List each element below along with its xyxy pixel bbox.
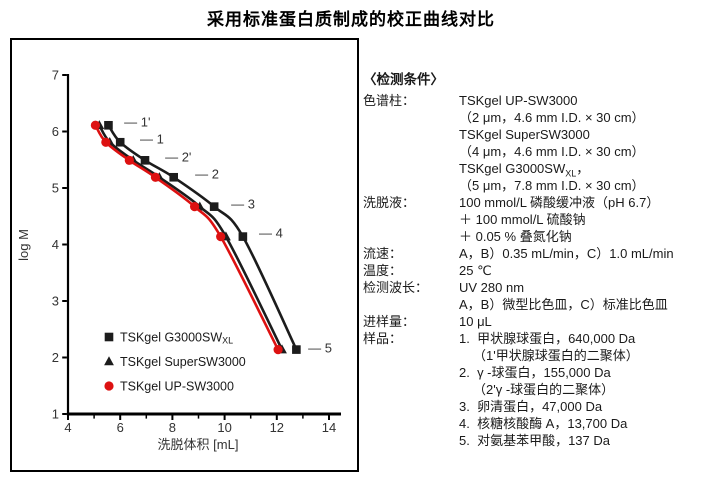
x-tick-label: 8 (169, 420, 176, 435)
condition-row: 洗脱液： 100 mmol/L 磷酸缓冲液（pH 6.7） ＋ 100 mmol/L… (363, 194, 700, 245)
condition-label: 进样量： (363, 314, 416, 329)
condition-label: 洗脱液： (363, 195, 416, 210)
condition-label: 检测波长： (363, 280, 429, 295)
condition-row: 色谱柱： TSKgel UP-SW3000 （2 μm，4.6 mm I.D. × … (363, 92, 700, 194)
x-tick-label: 4 (64, 420, 71, 435)
condition-label: 温度： (363, 263, 403, 278)
square-marker (104, 120, 113, 130)
y-tick-label: 6 (52, 124, 59, 139)
circle-marker (104, 381, 114, 391)
point-annotation: — 4 (259, 226, 283, 241)
point-annotations: — 1' — 1— 2' — 2 — 3 — 4 — 5 (124, 114, 332, 355)
series-square (104, 120, 301, 354)
square-marker (104, 332, 114, 342)
square-marker (292, 345, 301, 354)
condition-line: UV 280 nm (459, 280, 525, 295)
circle-marker (90, 120, 101, 130)
condition-row: 流速： A，B）0.35 mL/min，C）1.0 mL/min (363, 245, 700, 262)
chart-panel: 1 2 3 4 5 6 7 4 6 8 10 12 14 log M 洗脱体积 [mL] — 1' — 1— 2… (10, 38, 359, 472)
condition-label: 色谱柱： (363, 93, 416, 108)
x-tick-label: 6 (117, 420, 124, 435)
condition-label: 样品： (363, 331, 403, 346)
condition-line: 2. γ -球蛋白，155,000 Da (459, 365, 611, 380)
condition-line: 5. 对氨基苯甲酸，137 Da (459, 433, 610, 448)
y-axis-label: log M (16, 229, 31, 261)
page-title: 采用标准蛋白质制成的校正曲线对比 (207, 10, 495, 29)
condition-line: A，B）微型比色皿，C）标准比色皿 (459, 297, 668, 312)
circle-marker (124, 155, 134, 165)
condition-row: 样品： 1. 甲状腺球蛋白，640,000 Da （1'甲状腺球蛋白的二聚体） 2. … (363, 330, 700, 449)
condition-values: 100 mmol/L 磷酸缓冲液（pH 6.7） ＋ 100 mmol/L 硫酸钠… (459, 194, 700, 245)
legend: TSKgel G3000SWXL TSKgel SuperSW3000 TSKgel… (104, 330, 246, 393)
legend-label: TSKgel UP-SW3000 (120, 379, 234, 393)
legend-label: TSKgel SuperSW3000 (120, 355, 246, 369)
circle-marker (101, 137, 111, 147)
condition-line: 4. 核糖核酸酶 A，13,700 Da (459, 416, 628, 431)
y-tick-label: 1 (52, 407, 59, 422)
condition-values: 25 ℃ (459, 262, 700, 279)
condition-row: 进样量： 10 μL (363, 313, 700, 330)
condition-line: （2 μm，4.6 mm I.D. × 30 cm） (459, 110, 645, 125)
condition-line: ＋ 0.05 % 叠氮化钠 (459, 229, 572, 244)
circle-marker (150, 172, 161, 182)
condition-line: （1'甲状腺球蛋白的二聚体） (473, 348, 639, 363)
condition-line: （4 μm，4.6 mm I.D. × 30 cm） (459, 144, 645, 159)
condition-values: A，B）0.35 mL/min，C）1.0 mL/min (459, 245, 700, 262)
point-annotation: — 1 (140, 131, 164, 146)
condition-line: 3. 卵清蛋白，47,000 Da (459, 399, 603, 414)
condition-label: 流速： (363, 246, 403, 261)
circle-marker (273, 344, 283, 355)
series-circle (90, 120, 283, 355)
condition-values: 1. 甲状腺球蛋白，640,000 Da （1'甲状腺球蛋白的二聚体） 2. γ -… (459, 330, 700, 449)
y-tick-label: 3 (52, 294, 59, 309)
circle-marker (216, 231, 226, 242)
condition-values: UV 280 nm A，B）微型比色皿，C）标准比色皿 (459, 279, 700, 313)
condition-row: 检测波长： UV 280 nm A，B）微型比色皿，C）标准比色皿 (363, 279, 700, 313)
point-annotation: — 3 (231, 196, 255, 211)
condition-line: 1. 甲状腺球蛋白，640,000 Da (459, 331, 636, 346)
point-annotation: — 5 (308, 340, 332, 355)
condition-values: TSKgel UP-SW3000 （2 μm，4.6 mm I.D. × 30 c… (459, 92, 700, 194)
x-axis-label: 洗脱体积 [mL] (158, 437, 239, 452)
condition-line: TSKgel SuperSW3000 (459, 127, 590, 142)
condition-line: TSKgel G3000SWXL， (459, 161, 590, 179)
conditions-panel: 〈检测条件〉 色谱柱： TSKgel UP-SW3000 （2 μm，4.6 mm … (363, 71, 700, 449)
conditions-heading: 〈检测条件〉 (363, 72, 444, 87)
condition-line: ＋ 100 mmol/L 硫酸钠 (459, 212, 586, 227)
condition-line: （5 μm，7.8 mm I.D. × 30 cm） (459, 178, 645, 193)
condition-row: 温度： 25 ℃ (363, 262, 700, 279)
condition-line: （2'γ -球蛋白的二聚体） (473, 382, 615, 397)
condition-line: 25 ℃ (459, 263, 492, 278)
square-marker (238, 232, 248, 241)
triangle-marker (104, 356, 114, 366)
condition-values: 10 μL (459, 313, 700, 330)
y-tick-label: 4 (52, 237, 59, 252)
x-tick-label: 10 (217, 420, 231, 435)
point-annotation: — 2 (195, 166, 219, 181)
square-marker (140, 156, 150, 165)
condition-line: 10 μL (459, 314, 492, 329)
y-tick-label: 7 (52, 68, 59, 83)
x-tick-label: 14 (322, 420, 336, 435)
condition-line: 100 mmol/L 磷酸缓冲液（pH 6.7） (459, 195, 660, 210)
y-tick-label: 5 (52, 181, 59, 196)
square-marker (209, 202, 219, 211)
point-annotation: — 2' (165, 149, 191, 164)
square-marker (115, 137, 125, 147)
point-annotation: — 1' (124, 114, 150, 129)
x-tick-label: 12 (270, 420, 284, 435)
y-tick-label: 2 (52, 350, 59, 365)
circle-marker (189, 202, 200, 212)
square-marker (169, 172, 179, 182)
conditions-rows: 色谱柱： TSKgel UP-SW3000 （2 μm，4.6 mm I.D. × … (363, 92, 700, 449)
legend-label: TSKgel G3000SWXL (120, 330, 233, 345)
condition-line: A，B）0.35 mL/min，C）1.0 mL/min (459, 246, 674, 261)
condition-line: TSKgel UP-SW3000 (459, 93, 578, 108)
